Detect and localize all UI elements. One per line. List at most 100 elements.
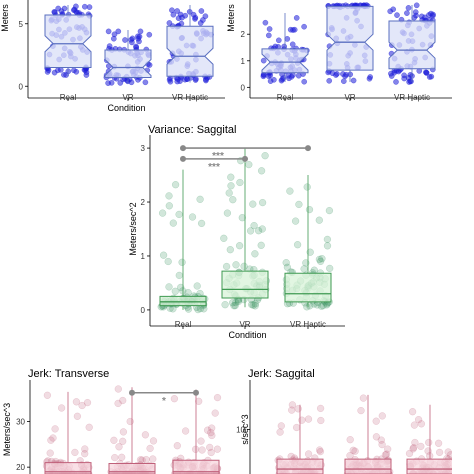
data-point (230, 302, 238, 310)
data-point (315, 446, 324, 454)
data-point (251, 302, 259, 310)
data-point (317, 302, 326, 310)
data-point (291, 217, 300, 225)
significance-end (242, 155, 248, 162)
data-point (73, 3, 79, 10)
data-point (444, 448, 452, 456)
data-point (384, 445, 392, 453)
data-point (51, 9, 58, 15)
data-point (295, 200, 303, 209)
data-point (166, 20, 173, 26)
significance-end (305, 145, 311, 152)
data-point (446, 451, 452, 459)
data-point (258, 198, 267, 207)
significance-label: *** (208, 162, 220, 173)
data-point (271, 76, 277, 83)
data-point (262, 19, 269, 26)
data-point (118, 453, 126, 461)
data-point (175, 210, 183, 219)
data-point (288, 406, 296, 414)
x-tick-label: Real (60, 93, 77, 102)
y-tick-label: 0 (141, 306, 146, 315)
data-point (323, 235, 332, 244)
data-point (175, 271, 183, 280)
data-point (304, 415, 313, 423)
data-point (261, 152, 269, 160)
data-point (410, 421, 419, 429)
data-point (414, 415, 423, 424)
data-point (359, 394, 368, 402)
data-point (192, 14, 199, 21)
data-point (315, 216, 323, 224)
data-point (394, 12, 400, 18)
data-point (257, 167, 266, 175)
data-point (390, 6, 397, 13)
data-point (196, 195, 204, 203)
data-point (213, 393, 222, 402)
data-point (159, 251, 168, 259)
significance-bracket: *** (180, 145, 311, 162)
plot-area (260, 2, 436, 85)
data-point (228, 299, 237, 307)
data-point (129, 35, 136, 42)
y-tick-label: 10 (236, 426, 245, 435)
data-point (351, 447, 359, 455)
data-point (283, 263, 292, 271)
data-point (300, 265, 308, 273)
data-point (207, 428, 215, 437)
data-point (197, 219, 206, 228)
data-point (409, 445, 417, 453)
data-point (232, 261, 240, 269)
box-vr (344, 458, 392, 474)
box-vr-haptic (284, 272, 332, 303)
data-point (146, 444, 154, 453)
data-point (231, 301, 239, 310)
data-point (181, 427, 190, 435)
data-point (236, 178, 244, 187)
box-real (44, 14, 92, 68)
data-point (165, 202, 173, 210)
data-point (119, 437, 127, 445)
data-point (188, 213, 197, 221)
data-point (248, 300, 256, 309)
data-point (105, 28, 112, 35)
data-point (423, 69, 430, 76)
data-point (137, 28, 144, 35)
data-point (213, 445, 222, 453)
panel-4: Jerk: Transverse 20 30 Meters/sec^3 * (2, 368, 222, 474)
data-point (110, 436, 118, 444)
significance-end (180, 155, 186, 162)
data-point (306, 248, 314, 256)
data-point (177, 283, 185, 292)
data-point (141, 431, 150, 439)
data-point (246, 227, 255, 235)
data-point (340, 78, 347, 85)
data-point (260, 73, 267, 80)
data-point (227, 182, 235, 190)
data-point (85, 423, 93, 431)
data-point (316, 404, 325, 413)
y-tick-label: 1 (241, 57, 246, 66)
x-tick-label: VR (239, 320, 250, 329)
x-tick-label: Real (175, 320, 192, 329)
data-point (381, 451, 390, 459)
data-point (149, 437, 158, 445)
panel-title: Jerk: Saggital (248, 368, 315, 380)
data-point (142, 455, 150, 464)
data-point (275, 37, 282, 44)
data-point (198, 446, 206, 454)
data-point (325, 206, 334, 215)
data-point (73, 68, 80, 75)
data-point (378, 440, 386, 449)
data-point (195, 397, 203, 405)
significance-bracket: * (129, 389, 199, 407)
data-point (192, 77, 199, 83)
data-point (165, 283, 173, 291)
data-point (258, 225, 266, 233)
data-point (238, 214, 246, 222)
data-point (411, 438, 419, 447)
data-point (291, 26, 298, 33)
data-point (119, 428, 128, 436)
data-point (430, 11, 436, 18)
